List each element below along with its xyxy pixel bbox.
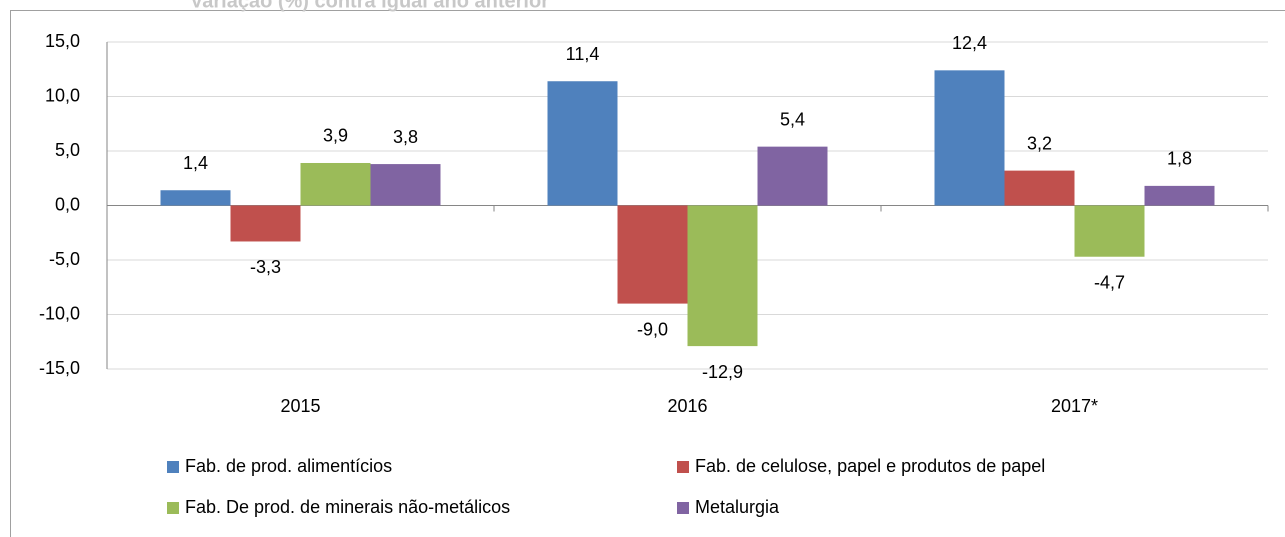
data-label: 12,4	[952, 33, 987, 53]
data-label: 1,8	[1167, 149, 1192, 169]
y-tick-label: -5,0	[49, 249, 80, 269]
data-label: -9,0	[637, 319, 668, 339]
legend-swatch	[167, 461, 179, 473]
y-tick-label: -10,0	[39, 303, 80, 323]
legend-label: Fab. de celulose, papel e produtos de pa…	[695, 456, 1045, 476]
y-tick-label: -15,0	[39, 358, 80, 378]
chart-title: Variação (%) contra igual ano anterior	[190, 0, 549, 12]
bar	[300, 162, 371, 206]
bar	[230, 205, 301, 242]
y-tick-label: 5,0	[55, 140, 80, 160]
legend-swatch	[167, 502, 179, 514]
bar	[934, 70, 1005, 206]
chart-frame	[10, 10, 1285, 537]
x-tick-label: 2016	[667, 396, 707, 416]
y-tick-label: 15,0	[45, 31, 80, 51]
legend-label: Metalurgia	[695, 497, 780, 517]
legend-label: Fab. De prod. de minerais não-metálicos	[185, 497, 510, 517]
legend-swatch	[677, 461, 689, 473]
bar	[687, 205, 758, 347]
x-tick-label: 2015	[280, 396, 320, 416]
data-label: 3,8	[393, 127, 418, 147]
data-label: 3,2	[1027, 133, 1052, 153]
data-label: 5,4	[780, 109, 805, 129]
bar	[617, 205, 688, 304]
legend-label: Fab. de prod. alimentícios	[185, 456, 392, 476]
bar	[160, 190, 231, 206]
bar	[1004, 170, 1075, 206]
data-label: -12,9	[702, 362, 743, 382]
bar	[1144, 185, 1215, 206]
bar	[370, 164, 441, 206]
data-label: 3,9	[323, 126, 348, 146]
legend-swatch	[677, 502, 689, 514]
bar	[1074, 205, 1145, 257]
data-label: -3,3	[250, 257, 281, 277]
data-label: 11,4	[566, 44, 600, 64]
y-tick-label: 0,0	[55, 194, 80, 214]
data-label: 1,4	[183, 153, 208, 173]
x-tick-label: 2017*	[1051, 396, 1098, 416]
bar	[757, 146, 828, 206]
bar	[547, 81, 618, 206]
y-tick-label: 10,0	[45, 85, 80, 105]
data-label: -4,7	[1094, 272, 1125, 292]
